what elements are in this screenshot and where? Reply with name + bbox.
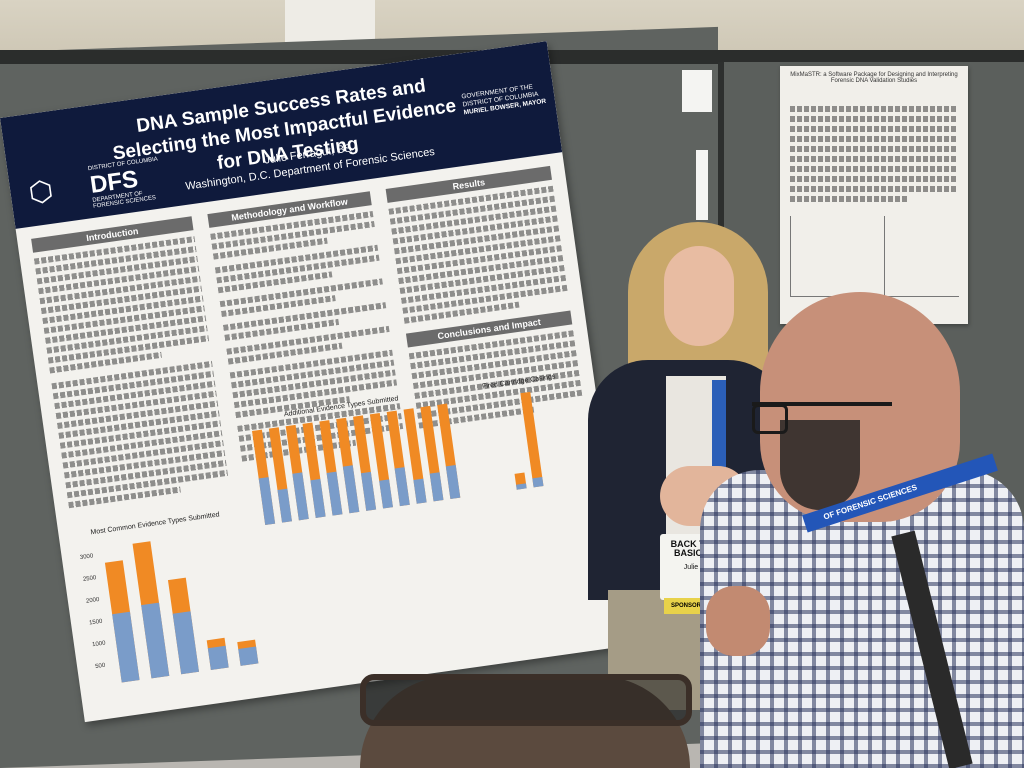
second-poster-chart <box>884 216 959 297</box>
chart-bar-successful <box>258 476 276 526</box>
chart-bar-successful <box>379 478 393 509</box>
chart-bar-successful <box>172 611 199 675</box>
cartridge-casings-chart: Fired Cartridge Casings <box>472 370 602 534</box>
chart-bar-successful <box>238 646 259 666</box>
government-logo: GOVERNMENT OF THE DISTRICT OF COLUMBIA M… <box>461 81 551 117</box>
chart-bar <box>167 577 199 675</box>
y-tick-label: 2500 <box>82 575 97 583</box>
chart-bar-successful <box>112 611 140 683</box>
eyeglasses-lens <box>752 404 788 434</box>
chart-bar-successful <box>445 464 461 500</box>
presenter-face <box>664 246 734 346</box>
y-tick-label: 3000 <box>79 553 94 562</box>
pinned-note <box>696 150 708 220</box>
bar-group <box>102 523 270 683</box>
additional-evidence-chart: Additional Evidence Types Submitted <box>244 391 461 566</box>
chart-bar <box>206 637 229 671</box>
results-text <box>388 185 569 328</box>
eyeglasses <box>752 402 892 430</box>
badge-title: BACK TO BASICS <box>670 539 712 558</box>
second-poster-chart <box>790 216 871 297</box>
chart-bar-successful <box>141 602 170 679</box>
chart-bar <box>132 540 170 679</box>
second-poster-title: MixMaSTR: a Software Package for Designi… <box>790 72 958 84</box>
chart-bar-successful <box>326 471 343 516</box>
chart-bar-successful <box>429 471 444 502</box>
chart-bar-successful <box>413 478 427 504</box>
chart-bar-successful <box>342 464 360 514</box>
second-poster: MixMaSTR: a Software Package for Designi… <box>780 66 968 324</box>
chart-bar-successful <box>207 646 229 671</box>
y-tick-label: 2000 <box>85 596 100 605</box>
poster-board-frame <box>0 50 720 64</box>
poster-board-right-frame <box>718 50 1024 62</box>
visitor-beard <box>780 420 860 510</box>
sunglasses <box>360 674 692 726</box>
chart-bar <box>514 472 527 490</box>
chart-bar-successful <box>277 488 292 523</box>
chart-bar-successful <box>292 471 309 521</box>
visitor-hand <box>706 586 770 656</box>
chart-bar <box>104 559 140 683</box>
introduction-text <box>33 236 230 512</box>
chart-bar <box>237 639 259 666</box>
chart-bar-successful <box>532 476 544 488</box>
pinned-note <box>682 70 712 112</box>
bar-group <box>503 386 551 490</box>
chart-bar-successful <box>394 467 410 507</box>
badge-name: Julie <box>683 564 699 571</box>
chart-bar-successful <box>516 483 527 490</box>
research-poster: DNA Sample Success Rates and Selecting t… <box>0 41 632 723</box>
dna-molecule-icon: ⬡ <box>26 174 56 209</box>
badge-sponsor-ribbon: SPONSOR <box>664 598 708 614</box>
chart-bar-successful <box>360 471 377 511</box>
common-evidence-chart: Most Common Evidence Types Submitted 300… <box>72 508 264 700</box>
y-tick-label: 1000 <box>91 640 106 649</box>
chart-bar-successful <box>310 478 326 518</box>
y-tick-label: 1500 <box>88 618 103 627</box>
second-poster-text <box>790 106 958 206</box>
y-tick-label: 500 <box>94 662 106 671</box>
dfs-logo: ⬡ DISTRICT OF COLUMBIA DFS DEPARTMENT OF… <box>26 155 170 214</box>
